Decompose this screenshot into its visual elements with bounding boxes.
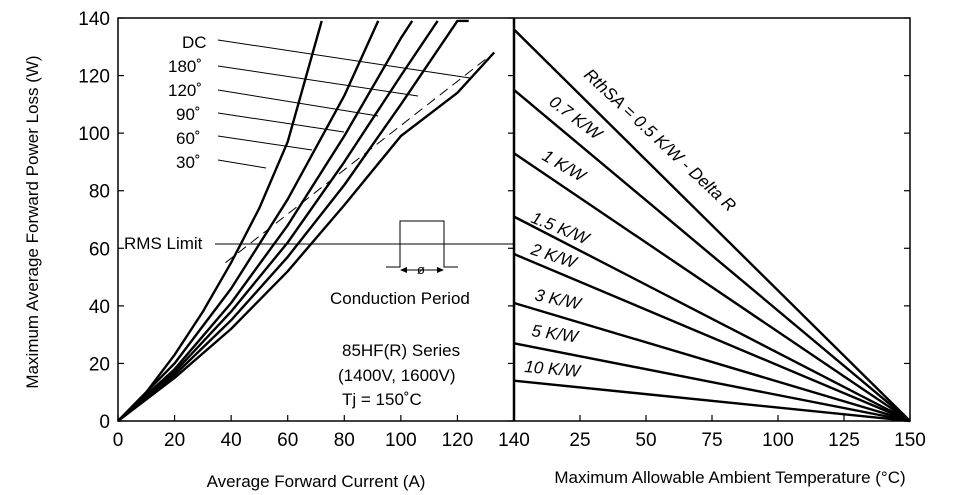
legend-30: 30˚ xyxy=(176,153,201,172)
left-series-6 xyxy=(225,52,495,264)
x-tick-label-left-4: 80 xyxy=(334,430,355,451)
conduction-period-label: Conduction Period xyxy=(330,289,470,308)
x-tick-label-right-2: 50 xyxy=(635,430,656,451)
legend-leader-3 xyxy=(217,112,345,133)
right-series-1 xyxy=(513,89,911,422)
conduction-pulse-icon xyxy=(386,220,458,268)
x-tick-label-left-5: 100 xyxy=(385,430,417,451)
right-panel: 140 25 50 75 100 125 150 xyxy=(498,17,926,451)
right-series-4 xyxy=(513,252,911,423)
junction-temp: Tj = 150˚C xyxy=(342,390,422,409)
y-tick-label-6: 120 xyxy=(78,67,110,88)
legend-leader-2 xyxy=(217,89,379,117)
y-tick-label-7: 140 xyxy=(78,9,110,30)
y-tick-label-5: 100 xyxy=(78,124,110,145)
x-tick-label-right-6: 150 xyxy=(894,430,926,451)
right-series-0 xyxy=(513,28,911,422)
y-axis-label: Maximum Average Forward Power Loss (W) xyxy=(23,55,42,388)
legend-dc: DC xyxy=(182,33,207,52)
x-tick-label-right-0: 140 xyxy=(498,430,530,451)
y-tick-label-1: 20 xyxy=(89,354,110,375)
legend-120: 120˚ xyxy=(168,81,202,100)
phi-label: ø xyxy=(417,262,425,277)
x-tick-label-right-5: 125 xyxy=(828,430,860,451)
left-series-5 xyxy=(117,51,496,422)
right-series-3 xyxy=(513,215,911,423)
legend-leader-1 xyxy=(217,65,419,97)
arrow-head-left-icon xyxy=(400,267,407,273)
right-series-2 xyxy=(513,152,911,422)
x-tick-label-right-3: 75 xyxy=(701,430,722,451)
y-tick-label-3: 60 xyxy=(89,239,110,260)
left-panel: 0 20 40 60 80 100 120 140 0 20 40 60 80 100 120 xyxy=(78,9,515,451)
series-title: 85HF(R) Series xyxy=(342,341,460,360)
x-tick-label-right-1: 25 xyxy=(569,430,590,451)
x-tick-label-left-1: 20 xyxy=(164,430,185,451)
x-tick-label-right-4: 100 xyxy=(762,430,794,451)
x-axis-label-right: Maximum Allowable Ambient Temperature (°… xyxy=(554,468,905,487)
legend-60: 60˚ xyxy=(176,129,201,148)
x-tick-label-left-2: 40 xyxy=(221,430,242,451)
y-tick-label-0: 0 xyxy=(99,412,110,433)
series-voltage: (1400V, 1600V) xyxy=(338,366,456,385)
right-series-6 xyxy=(513,342,911,423)
legend-leader-5 xyxy=(217,159,267,169)
legend-leader-4 xyxy=(217,135,313,151)
rms-limit-label: RMS Limit xyxy=(124,234,203,253)
x-tick-label-left-3: 60 xyxy=(277,430,298,451)
x-tick-label-left-6: 120 xyxy=(442,430,474,451)
right-series-7 xyxy=(513,379,911,423)
left-series-2 xyxy=(117,20,414,422)
legend-leader-0 xyxy=(217,39,471,79)
legend-180: 180˚ xyxy=(168,57,202,76)
x-axis-label-left: Average Forward Current (A) xyxy=(207,472,426,491)
right-series-5 xyxy=(513,301,911,423)
arrow-head-right-icon xyxy=(437,267,444,273)
legend-90: 90˚ xyxy=(176,105,201,124)
left-series-3 xyxy=(117,20,439,422)
y-tick-label-2: 40 xyxy=(89,297,110,318)
y-tick-label-4: 80 xyxy=(89,182,110,203)
left-series-4 xyxy=(117,19,469,422)
x-tick-label-left-0: 0 xyxy=(113,430,124,451)
rth-label-10: 10 K/W xyxy=(524,357,583,381)
